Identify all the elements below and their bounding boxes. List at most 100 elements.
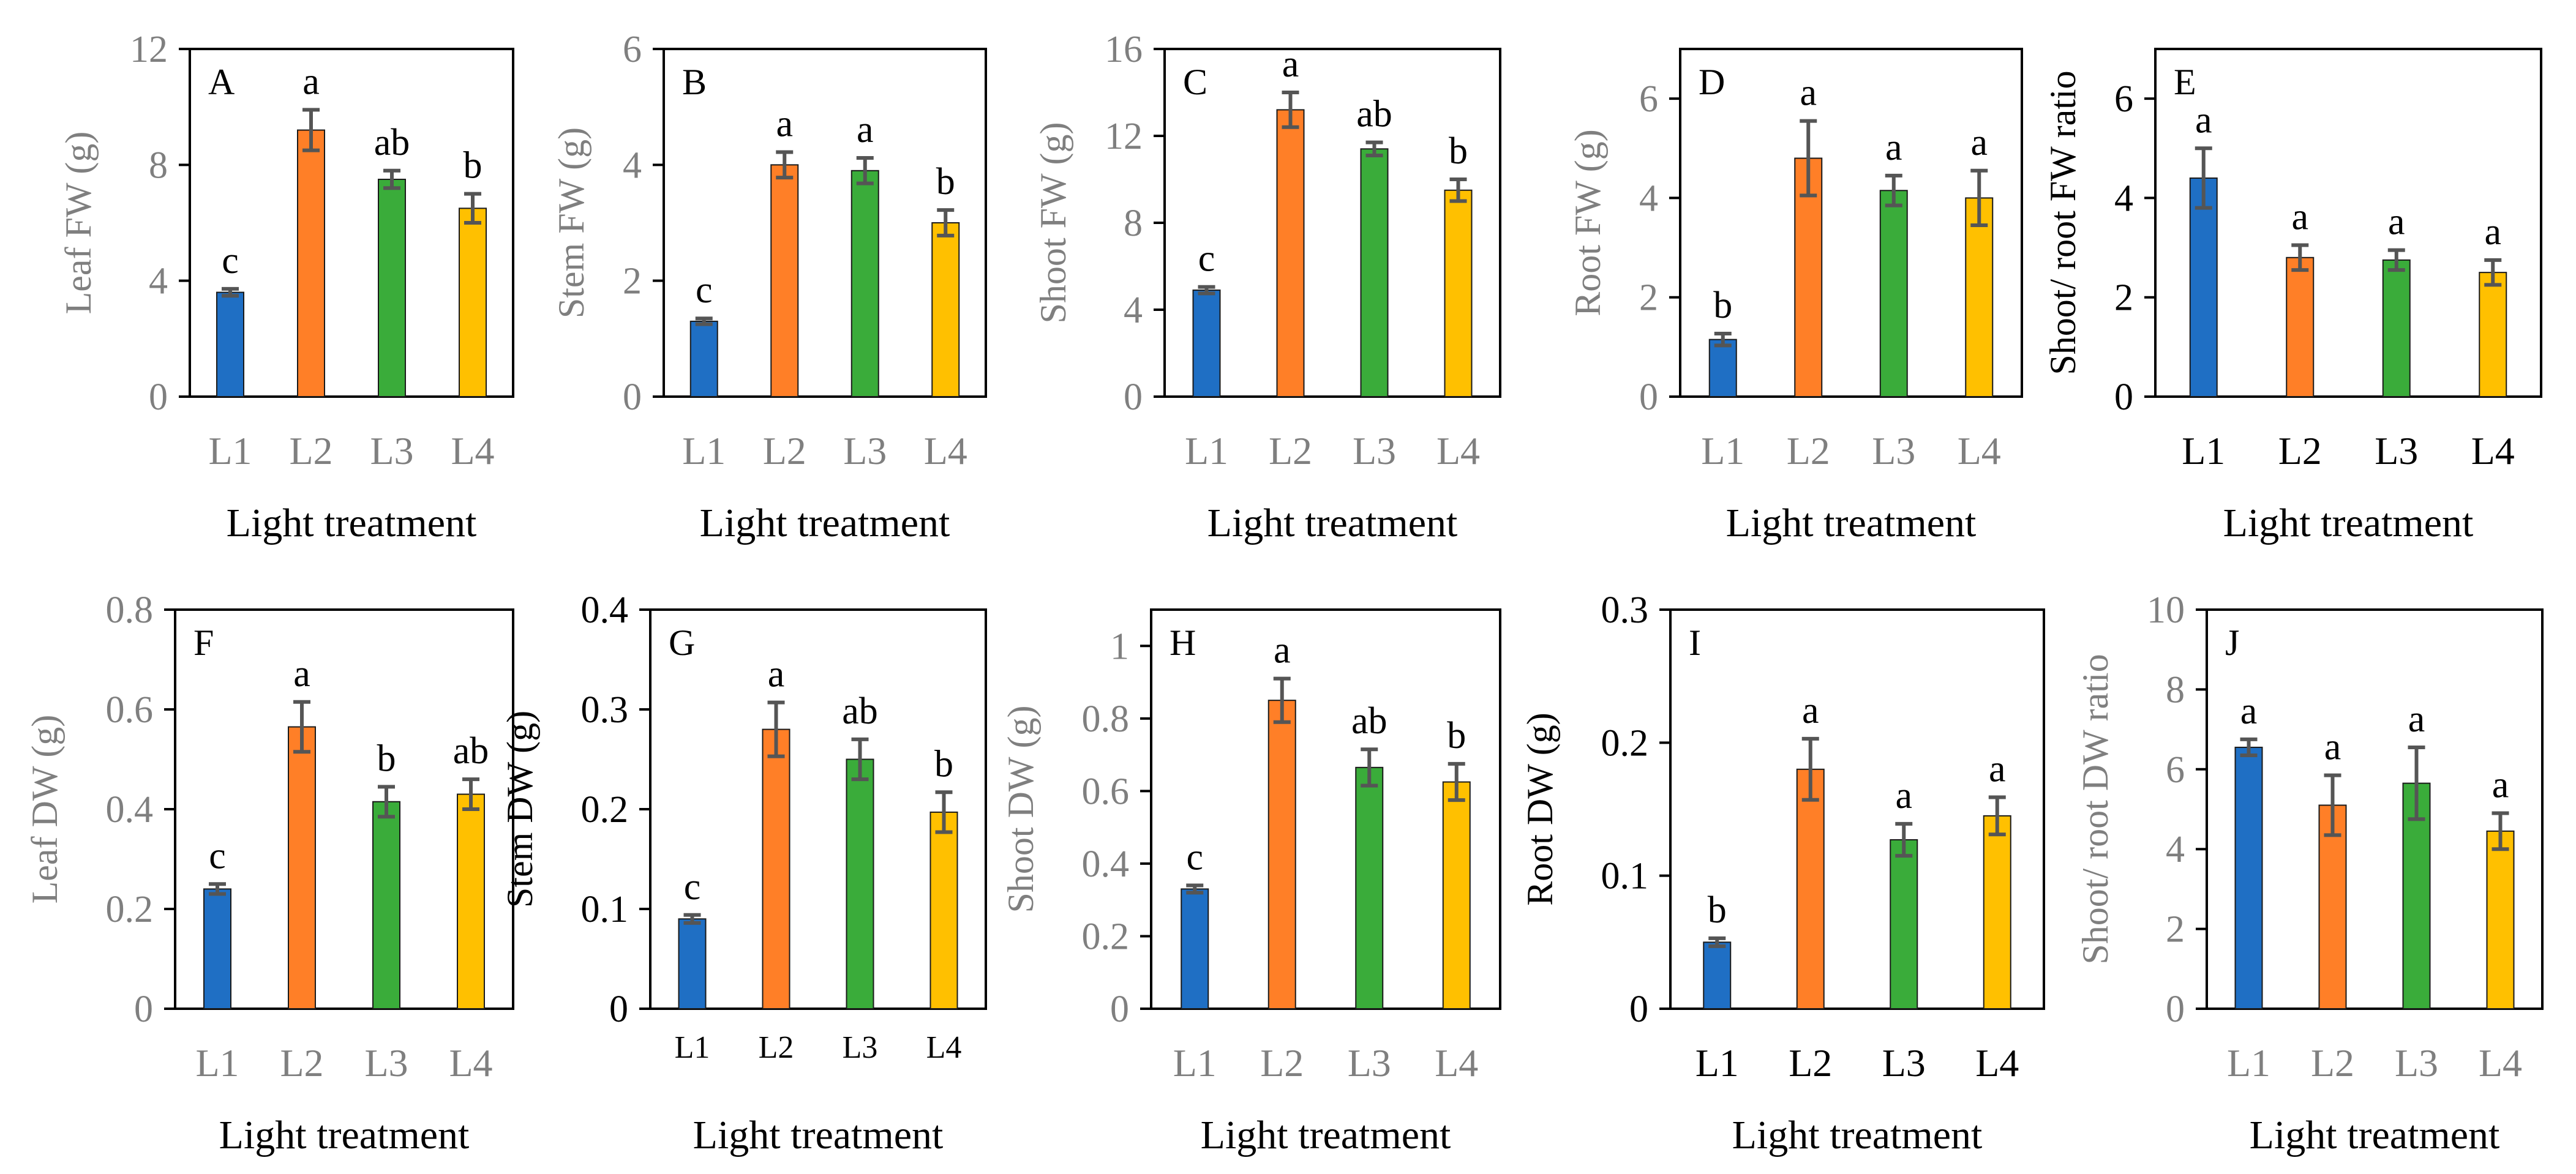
bar-l4: [931, 222, 960, 397]
significance-letter: c: [684, 866, 701, 908]
y-tick-label: 6: [1639, 78, 1658, 120]
x-tick-label: L3: [843, 429, 887, 473]
chart-panel-h: 0 0.2 0.4 0.6 0.8 1 Shoot DW (g) Hc L1 a L2 ab L3 b L4…: [1001, 608, 1501, 1157]
y-tick-label: 16: [1105, 29, 1143, 70]
bar-l4: [1444, 189, 1473, 397]
x-axis-label: Light treatment: [1732, 1113, 1983, 1157]
y-tick-label: 0.1: [1601, 856, 1649, 897]
y-tick-label: 2: [1639, 277, 1658, 319]
x-axis-label: Light treatment: [2223, 501, 2474, 545]
chart-panel-e: 0 2 4 6 Shoot/ root FW ratio Ea L1 a L2 a L3 a L4 Lig…: [2043, 48, 2542, 545]
bar-l2: [770, 164, 799, 397]
y-tick-label: 0.3: [581, 689, 629, 731]
panel-letter: J: [2225, 623, 2239, 663]
x-tick-label: L3: [1353, 429, 1396, 473]
y-tick-label: 0: [2166, 989, 2185, 1030]
x-axis-label: Light treatment: [1207, 501, 1458, 545]
x-tick-label: L2: [289, 429, 332, 473]
x-tick-label: L4: [924, 429, 967, 473]
x-tick-label: L2: [1789, 1041, 1832, 1085]
y-tick-label: 2: [2166, 909, 2185, 951]
bar-l2: [2286, 256, 2315, 397]
x-tick-label: L2: [2311, 1041, 2354, 1085]
chart-panel-a: 0 4 8 12 Leaf FW (g) Ac L1 a L2 ab L3 b L4 Light trea…: [58, 29, 514, 545]
significance-letter: a: [768, 654, 785, 695]
bar-l1: [678, 918, 707, 1010]
significance-letter: a: [2195, 99, 2212, 141]
y-tick-label: 0.6: [106, 689, 154, 731]
significance-letter: b: [936, 161, 955, 203]
x-tick-label: L1: [2182, 429, 2225, 473]
plot-frame: [1679, 48, 2023, 398]
significance-letter: a: [2492, 765, 2509, 806]
x-axis-label: Light treatment: [700, 501, 950, 545]
significance-letter: ab: [453, 730, 489, 772]
significance-letter: c: [1186, 836, 1203, 878]
y-tick-label: 0: [134, 989, 153, 1030]
bar-l4: [2486, 830, 2515, 1009]
bar-l2: [1796, 768, 1825, 1010]
x-tick-label: L3: [2395, 1041, 2438, 1085]
bar-l3: [846, 758, 874, 1009]
x-tick-label: L1: [675, 1030, 710, 1065]
x-axis-label: Light treatment: [227, 501, 477, 545]
bar-l2: [1276, 109, 1305, 397]
bar-l3: [1890, 839, 1918, 1010]
y-axis-label: Shoot FW (g): [1033, 122, 1073, 324]
x-tick-label: L4: [1435, 1041, 1478, 1085]
y-axis-label: Stem FW (g): [551, 127, 591, 318]
y-tick-label: 0.2: [106, 889, 154, 930]
significance-letter: c: [1198, 238, 1215, 280]
y-tick-label: 0.1: [581, 889, 629, 930]
x-tick-label: L3: [1872, 429, 1915, 473]
y-tick-label: 4: [149, 261, 168, 302]
panel-letter: H: [1170, 623, 1196, 663]
x-tick-label: L1: [682, 429, 726, 473]
significance-letter: a: [1274, 630, 1291, 671]
significance-letter: b: [377, 738, 396, 779]
panel-letter: E: [2174, 62, 2196, 102]
bar-l1: [216, 291, 244, 397]
significance-letter: a: [1800, 72, 1817, 114]
y-tick-label: 0.2: [1082, 916, 1130, 957]
y-tick-label: 0.4: [106, 789, 154, 831]
plot-frame: [1669, 608, 2045, 1010]
panel-letter: A: [208, 62, 235, 102]
x-tick-label: L4: [2471, 429, 2515, 473]
significance-letter: b: [1449, 130, 1468, 172]
x-axis-label: Light treatment: [1201, 1113, 1451, 1157]
x-tick-label: L1: [208, 429, 252, 473]
significance-letter: a: [2408, 698, 2425, 740]
panel-letter: G: [669, 623, 695, 663]
x-tick-label: L4: [451, 429, 494, 473]
x-tick-label: L3: [1882, 1041, 1926, 1085]
significance-letter: b: [1708, 889, 1727, 931]
y-axis-label: Stem DW (g): [500, 711, 540, 908]
panel-letter: C: [1183, 62, 1207, 102]
y-axis-label: Leaf DW (g): [24, 715, 65, 904]
y-tick-label: 12: [1105, 116, 1143, 157]
significance-letter: a: [2240, 690, 2258, 732]
bar-l1: [2234, 746, 2263, 1009]
x-tick-label: L2: [1269, 429, 1312, 473]
x-tick-label: L2: [280, 1041, 323, 1085]
y-tick-label: 4: [1124, 290, 1143, 331]
y-tick-label: 0: [149, 376, 168, 418]
y-tick-label: 0: [623, 376, 642, 418]
significance-letter: a: [2324, 727, 2341, 768]
bar-l2: [297, 129, 325, 398]
x-tick-label: L3: [843, 1030, 878, 1065]
y-tick-label: 6: [623, 29, 642, 70]
bar-l1: [689, 320, 718, 398]
x-tick-label: L4: [1958, 429, 2001, 473]
y-tick-label: 0.2: [1601, 722, 1649, 764]
y-tick-label: 0: [1639, 376, 1658, 418]
panel-letter: I: [1689, 623, 1701, 663]
y-tick-label: 0.4: [1082, 843, 1130, 885]
y-tick-label: 0.2: [581, 789, 629, 831]
bar-l2: [288, 726, 316, 1010]
x-tick-label: L1: [2227, 1041, 2270, 1085]
significance-letter: a: [1282, 43, 1299, 85]
significance-letter: b: [1713, 285, 1732, 326]
